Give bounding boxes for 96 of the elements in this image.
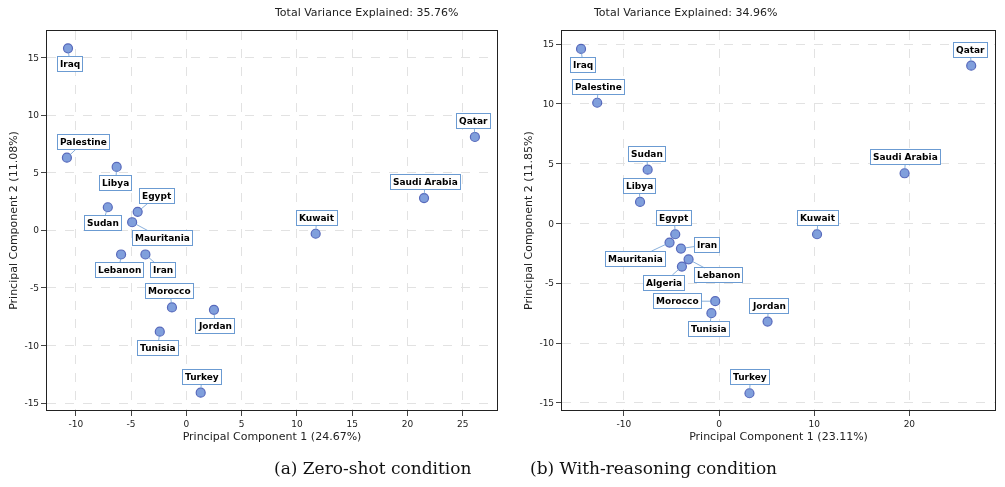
annotation: Iraq bbox=[573, 60, 594, 70]
y-tick-label: -15 bbox=[539, 397, 555, 408]
y-tick-label: -10 bbox=[539, 338, 555, 349]
x-tick-label: -5 bbox=[126, 418, 136, 429]
y-tick-label: 10 bbox=[27, 110, 40, 121]
point bbox=[710, 296, 721, 307]
x-tick-label: -10 bbox=[68, 418, 84, 429]
point bbox=[706, 308, 717, 319]
x-tick-label: 25 bbox=[456, 418, 469, 429]
point bbox=[575, 43, 587, 55]
y-axis-title: Principal Component 2 (11.08%) bbox=[7, 131, 21, 310]
point bbox=[762, 316, 773, 327]
point bbox=[469, 131, 480, 143]
annotation: Tunisia bbox=[691, 324, 727, 334]
point bbox=[154, 326, 165, 337]
point bbox=[127, 217, 138, 228]
annotation: Iran bbox=[153, 265, 174, 275]
point bbox=[811, 229, 823, 240]
point bbox=[664, 237, 675, 248]
annotation: Jordan bbox=[198, 321, 232, 331]
annotation: Mauritania bbox=[135, 233, 190, 243]
point bbox=[140, 249, 151, 260]
point bbox=[744, 388, 755, 399]
chart-title: Total Variance Explained: 34.96% bbox=[593, 6, 778, 19]
y-axis-title: Principal Component 2 (11.85%) bbox=[522, 131, 536, 310]
y-tick-label: -15 bbox=[24, 398, 40, 409]
point bbox=[634, 196, 646, 208]
annotation: Qatar bbox=[956, 45, 986, 55]
point bbox=[899, 168, 910, 179]
x-tick-label: 15 bbox=[346, 418, 358, 429]
point bbox=[675, 243, 687, 254]
annotation: Palestine bbox=[60, 137, 107, 147]
annotation: Iraq bbox=[60, 59, 81, 69]
point bbox=[62, 43, 74, 54]
y-tick-label: 5 bbox=[33, 167, 40, 178]
point bbox=[310, 228, 321, 239]
y-tick-label: -10 bbox=[24, 340, 40, 351]
text: (b) With-reasoning condition bbox=[530, 458, 778, 478]
annotation: Sudan bbox=[87, 218, 119, 228]
x-tick-label: 10 bbox=[808, 418, 821, 429]
annotation: Morocco bbox=[656, 296, 699, 306]
x-axis-title: Principal Component 1 (23.11%) bbox=[689, 430, 868, 444]
annotation: Qatar bbox=[459, 116, 489, 126]
point bbox=[418, 192, 430, 204]
x-tick-label: 20 bbox=[903, 418, 916, 429]
x-axis-title: Principal Component 1 (24.67%) bbox=[182, 430, 362, 444]
annotation: Egypt bbox=[142, 191, 172, 201]
annotation: Jordan bbox=[752, 301, 786, 311]
point bbox=[111, 161, 122, 173]
x-tick-label: 20 bbox=[401, 418, 414, 429]
annotation: Tunisia bbox=[140, 343, 176, 353]
annotation: Turkey bbox=[185, 372, 219, 382]
point bbox=[592, 97, 603, 108]
point bbox=[195, 387, 206, 398]
point bbox=[115, 249, 127, 260]
y-tick-label: -5 bbox=[30, 283, 40, 294]
point bbox=[966, 60, 977, 71]
x-tick-label: -10 bbox=[616, 418, 632, 429]
chart-title: Total Variance Explained: 35.76% bbox=[274, 6, 459, 19]
x-tick-label: 10 bbox=[291, 418, 303, 429]
annotation: Egypt bbox=[659, 213, 689, 223]
annotation: Lebanon bbox=[697, 270, 741, 280]
annotation: Libya bbox=[626, 181, 654, 191]
y-tick-label: 15 bbox=[542, 39, 555, 50]
y-tick-label: 10 bbox=[542, 99, 555, 110]
x-tick-label: 5 bbox=[238, 418, 245, 429]
annotation: Saudi Arabia bbox=[873, 152, 938, 162]
point bbox=[642, 164, 653, 175]
x-tick-label: 0 bbox=[716, 418, 723, 429]
annotation: Morocco bbox=[148, 286, 191, 296]
y-tick-label: -5 bbox=[545, 278, 555, 289]
annotation: Sudan bbox=[631, 149, 663, 159]
y-tick-label: 5 bbox=[548, 158, 555, 169]
annotation: Saudi Arabia bbox=[393, 177, 458, 187]
point bbox=[102, 202, 113, 213]
point bbox=[670, 229, 681, 240]
annotation: Algeria bbox=[646, 278, 683, 288]
annotation: Iran bbox=[697, 240, 718, 250]
y-tick-label: 0 bbox=[548, 218, 555, 229]
annotation: Palestine bbox=[575, 82, 622, 92]
point bbox=[61, 152, 72, 163]
point bbox=[166, 302, 178, 313]
text: (a) Zero-shot condition bbox=[274, 458, 472, 478]
annotation: Kuwait bbox=[800, 213, 836, 223]
annotation: Mauritania bbox=[608, 254, 663, 264]
y-tick-label: 15 bbox=[27, 52, 40, 63]
point bbox=[683, 254, 694, 265]
point bbox=[208, 304, 220, 315]
point bbox=[132, 206, 143, 217]
x-tick-label: 0 bbox=[183, 418, 190, 429]
point bbox=[676, 261, 688, 272]
annotation: Turkey bbox=[733, 372, 767, 382]
annotation: Lebanon bbox=[98, 265, 142, 275]
y-tick-label: 0 bbox=[33, 225, 40, 236]
annotation: Kuwait bbox=[299, 213, 335, 223]
annotation: Libya bbox=[102, 178, 130, 188]
